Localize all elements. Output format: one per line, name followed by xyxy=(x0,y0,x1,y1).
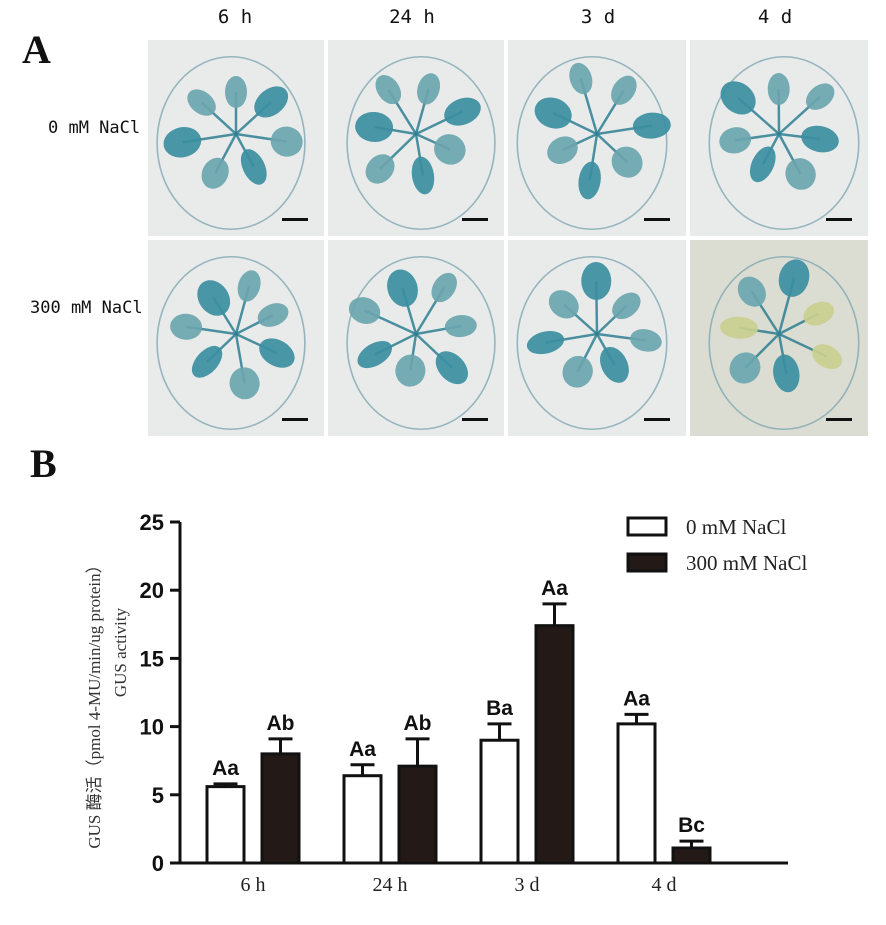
significance-label: Aa xyxy=(541,577,568,600)
y-tick-label: 0 xyxy=(152,851,164,876)
seedling-photo xyxy=(508,240,686,436)
x-tick-label: 3 d xyxy=(515,874,540,896)
column-label-4d: 4 d xyxy=(757,6,793,28)
significance-label: Aa xyxy=(212,757,239,780)
legend-swatch xyxy=(626,516,668,537)
seedling-photo xyxy=(148,40,324,236)
significance-label: Ab xyxy=(404,712,432,735)
bar xyxy=(534,624,575,865)
gus-activity-bar-chart: 0 5 10 15 20 25 GUS 酶活（pmol 4-MU/min/ug protei… xyxy=(85,510,808,896)
x-tick-label: 6 h xyxy=(241,874,266,896)
bar xyxy=(397,764,438,865)
y-tick-label: 10 xyxy=(140,715,164,740)
panel-a-label: A xyxy=(22,27,51,72)
significance-label: Ba xyxy=(486,697,513,720)
bar xyxy=(616,722,657,865)
column-label-24h: 24 h xyxy=(389,6,435,28)
bar xyxy=(260,752,301,865)
seedling-photo xyxy=(690,240,868,436)
seedling-photo xyxy=(508,40,686,236)
significance-label: Aa xyxy=(349,738,376,761)
x-tick-label: 24 h xyxy=(373,874,408,896)
y-axis-subtitle: GUS activity xyxy=(111,607,130,697)
bar xyxy=(342,774,383,865)
bar xyxy=(205,785,246,865)
seedling-photo xyxy=(690,40,868,236)
legend-swatch xyxy=(626,552,668,573)
column-label-3d: 3 d xyxy=(580,6,616,28)
y-tick-label: 5 xyxy=(152,783,164,808)
legend-label: 0 mM NaCl xyxy=(686,515,787,539)
column-label-6h: 6 h xyxy=(217,6,253,28)
significance-label: Ab xyxy=(267,712,295,735)
seedling-photo xyxy=(328,240,504,436)
y-tick-label: 15 xyxy=(140,646,164,671)
significance-label: Aa xyxy=(623,687,650,710)
row-label-salt: 300 mM NaCl xyxy=(30,298,143,318)
x-tick-label: 4 d xyxy=(652,874,677,896)
row-label-control: 0 mM NaCl xyxy=(48,118,141,138)
y-axis-title: GUS 酶活（pmol 4-MU/min/ug protein） xyxy=(85,556,104,848)
bar xyxy=(479,738,520,865)
bar xyxy=(671,846,712,865)
y-tick-label: 20 xyxy=(140,578,164,603)
y-tick-label: 25 xyxy=(140,510,164,535)
legend-label: 300 mM NaCl xyxy=(686,551,808,575)
seedling-photo xyxy=(328,40,504,236)
significance-label: Bc xyxy=(678,814,705,837)
panel-b-label: B xyxy=(30,441,57,486)
seedling-photo xyxy=(148,240,324,436)
